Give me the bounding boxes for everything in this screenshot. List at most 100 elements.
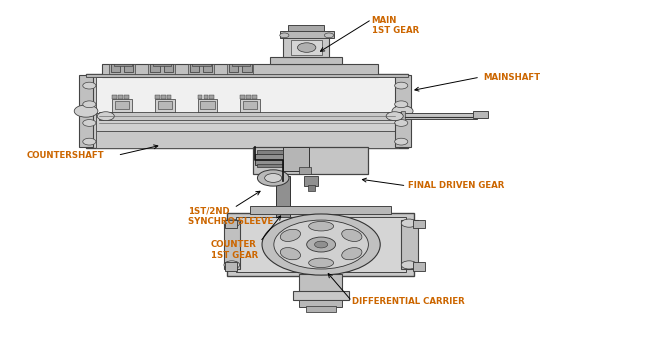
Text: 1ST/2ND
SYNCHRO SLEEVE: 1ST/2ND SYNCHRO SLEEVE: [188, 206, 273, 225]
Text: COUNTER
1ST GEAR: COUNTER 1ST GEAR: [211, 240, 258, 260]
Circle shape: [262, 214, 380, 275]
Bar: [192, 63, 211, 66]
Bar: [276, 176, 290, 220]
Circle shape: [395, 138, 408, 145]
Bar: [203, 63, 212, 72]
Bar: [253, 147, 368, 174]
Bar: [392, 113, 477, 119]
Bar: [280, 31, 334, 38]
Bar: [96, 131, 398, 148]
Bar: [188, 63, 214, 77]
Bar: [240, 99, 260, 112]
Bar: [401, 111, 405, 121]
Bar: [225, 262, 237, 271]
Circle shape: [74, 105, 98, 117]
Bar: [474, 111, 488, 118]
Bar: [283, 36, 329, 57]
Bar: [80, 75, 93, 147]
Bar: [115, 101, 130, 109]
Bar: [255, 153, 285, 165]
Bar: [153, 63, 172, 66]
Bar: [413, 220, 425, 228]
Bar: [257, 150, 283, 153]
Bar: [308, 185, 315, 191]
Bar: [103, 63, 378, 77]
Text: MAINSHAFT: MAINSHAFT: [484, 73, 540, 81]
Circle shape: [83, 101, 96, 108]
Bar: [288, 25, 324, 31]
Bar: [96, 77, 398, 113]
Circle shape: [274, 220, 368, 269]
Bar: [197, 95, 202, 99]
Bar: [113, 95, 117, 99]
Bar: [242, 63, 251, 72]
Bar: [299, 299, 342, 307]
Circle shape: [97, 112, 114, 121]
Bar: [306, 306, 336, 312]
Circle shape: [307, 237, 336, 252]
Text: MAIN
1ST GEAR: MAIN 1ST GEAR: [372, 16, 419, 35]
Bar: [200, 101, 215, 109]
Circle shape: [224, 261, 240, 269]
Bar: [155, 95, 160, 99]
Bar: [86, 74, 408, 77]
Bar: [124, 95, 129, 99]
Text: DIFFERENTIAL CARRIER: DIFFERENTIAL CARRIER: [352, 297, 465, 306]
Polygon shape: [474, 113, 477, 117]
Circle shape: [401, 261, 417, 269]
Bar: [291, 40, 322, 55]
Bar: [114, 63, 132, 66]
Bar: [224, 220, 240, 269]
Circle shape: [224, 219, 240, 227]
Ellipse shape: [280, 229, 301, 241]
Bar: [401, 220, 418, 269]
Ellipse shape: [309, 258, 334, 268]
Bar: [161, 95, 166, 99]
Bar: [113, 99, 132, 112]
Bar: [293, 292, 349, 300]
Bar: [236, 217, 407, 272]
Bar: [304, 176, 318, 186]
Bar: [246, 95, 251, 99]
Bar: [155, 99, 174, 112]
Bar: [118, 95, 123, 99]
Circle shape: [395, 120, 408, 127]
Circle shape: [324, 33, 334, 38]
Ellipse shape: [309, 221, 334, 231]
Circle shape: [83, 82, 96, 89]
Bar: [299, 167, 311, 174]
Bar: [124, 63, 134, 72]
Circle shape: [395, 101, 408, 108]
Bar: [240, 95, 245, 99]
Circle shape: [257, 170, 289, 186]
Bar: [270, 57, 342, 63]
Bar: [252, 95, 257, 99]
Bar: [190, 63, 199, 72]
Bar: [243, 101, 257, 109]
Bar: [197, 99, 217, 112]
Bar: [395, 75, 411, 147]
Circle shape: [83, 120, 96, 127]
Circle shape: [401, 219, 417, 227]
Bar: [164, 63, 173, 72]
Bar: [257, 164, 283, 167]
Circle shape: [265, 174, 282, 182]
Bar: [229, 63, 238, 72]
Bar: [167, 95, 172, 99]
Text: FINAL DRIVEN GEAR: FINAL DRIVEN GEAR: [408, 181, 504, 190]
Bar: [111, 63, 120, 72]
Bar: [283, 147, 309, 170]
Bar: [149, 63, 174, 77]
Circle shape: [280, 33, 289, 38]
Circle shape: [392, 106, 413, 117]
Bar: [96, 113, 398, 131]
Bar: [86, 74, 408, 148]
Bar: [413, 262, 425, 271]
Ellipse shape: [342, 248, 362, 260]
Circle shape: [395, 82, 408, 89]
Circle shape: [386, 112, 403, 121]
Bar: [227, 63, 253, 77]
Bar: [232, 63, 250, 66]
Bar: [225, 220, 237, 228]
Ellipse shape: [342, 229, 362, 241]
